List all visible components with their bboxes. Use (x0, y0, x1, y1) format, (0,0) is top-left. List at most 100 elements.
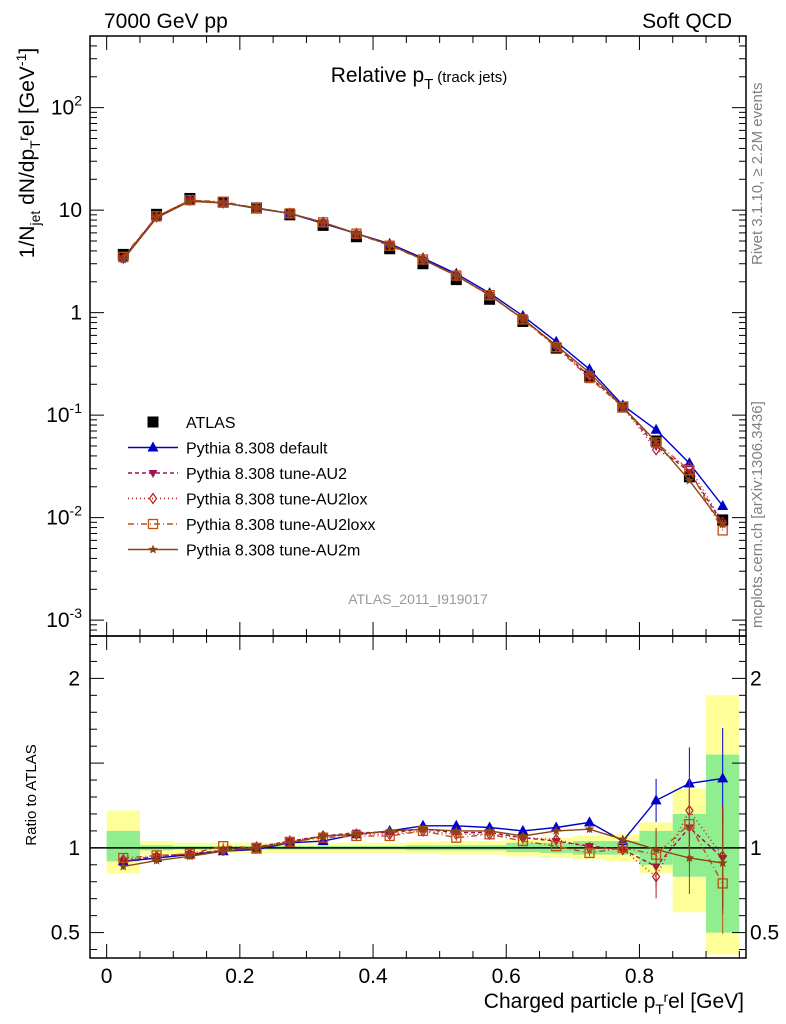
ratio-data-point (717, 858, 728, 868)
y-tick-label: 10-1 (46, 400, 82, 427)
y-tick-label: 10-2 (46, 503, 82, 530)
main-plot: 10-3 10-2 10-1 1 10 102 (46, 35, 747, 637)
ratio-y-tick-label-right: 0.5 (750, 922, 779, 945)
ratio-plot: 0.5 0.5 1 1 2 2 0 0.2 0.4 0.6 0.8 (51, 36, 779, 988)
ratio-data-point (551, 825, 561, 835)
x-tick-label: 0.2 (225, 965, 254, 988)
ratio-y-tick-label: 2 (68, 667, 80, 690)
ratio-data-point (218, 844, 228, 857)
legend-entry: Pythia 8.308 default (128, 441, 328, 458)
legend-marker (147, 518, 159, 530)
ratio-data-point (450, 819, 462, 830)
mcplots-label: mcplots.cern.ch [arXiv:1306.3436] (749, 401, 766, 628)
legend-entry: Pythia 8.308 tune-AU2 (128, 466, 347, 483)
legend-label: Pythia 8.308 tune-AU2m (186, 543, 360, 560)
svg-text:Charged particle pTrel [GeV]: Charged particle pTrel [GeV] (484, 989, 744, 1017)
reference-label: ATLAS_2011_I919017 (348, 591, 488, 607)
legend-marker (148, 544, 158, 554)
main-series-5 (118, 196, 728, 529)
legend-entry: Pythia 8.308 tune-AU2loxx (128, 517, 375, 534)
main-data-point (151, 212, 162, 222)
main-data-point (318, 217, 328, 227)
main-data-point (184, 195, 196, 206)
main-data-point (451, 270, 462, 280)
ratio-y-tick-label: 1 (68, 837, 80, 860)
ratio-data-point (583, 816, 595, 827)
main-data-point (551, 340, 561, 350)
main-data-point (384, 239, 395, 249)
ratio-data-point (318, 830, 328, 841)
legend-entry: ATLAS (147, 415, 236, 432)
ratio-data-point (384, 825, 395, 835)
ratio-data-point (551, 840, 562, 852)
ratio-data-point (218, 846, 228, 856)
svg-text:Relative pT (track jets): Relative pT (track jets) (331, 64, 507, 93)
main-data-point (650, 423, 662, 434)
svg-text:1/Njet dN/dpTrel [GeV-1]: 1/Njet dN/dpTrel [GeV-1] (13, 48, 43, 258)
ratio-plot-frame (89, 635, 747, 959)
main-data-point (618, 402, 628, 412)
main-title: Relative pT (track jets) (331, 64, 507, 93)
main-data-point (484, 290, 495, 300)
legend-label: Pythia 8.308 tune-AU2loxx (186, 517, 375, 534)
ratio-data-point (617, 842, 628, 853)
ratio-data-point (584, 847, 595, 859)
main-series-4 (118, 195, 728, 536)
x-ticks: 0 0.2 0.4 0.6 0.8 (101, 36, 740, 988)
main-series-1 (117, 194, 729, 510)
main-data-point (285, 208, 295, 218)
main-data-point (651, 443, 661, 456)
main-data-point (651, 436, 661, 446)
legend-label: Pythia 8.308 default (186, 441, 328, 458)
legend: ATLAS Pythia 8.308 default Pythia 8.308 tu… (128, 415, 375, 560)
x-tick-label: 0.4 (358, 965, 388, 988)
ratio-ylabel: Ratio to ATLAS (23, 744, 40, 845)
ratio-data-point (650, 794, 662, 805)
ratio-y-ticks: 0.5 0.5 1 1 2 2 (51, 643, 779, 951)
ratio-data-point (151, 855, 162, 865)
y-tick-label: 10-3 (46, 605, 82, 632)
main-data-point (684, 475, 695, 485)
ratio-data-point (418, 824, 428, 834)
main-data-point (351, 228, 362, 238)
legend-entry: Pythia 8.308 tune-AU2m (128, 543, 360, 560)
legend-label: ATLAS (186, 415, 236, 432)
ratio-data-point (717, 772, 729, 783)
x-tick-label: 0.8 (625, 965, 654, 988)
main-data-point (684, 465, 695, 476)
main-data-point (251, 202, 262, 213)
ratio-data-point (518, 830, 528, 841)
ratio-data-point (484, 825, 495, 835)
ratio-data-point (118, 861, 129, 871)
main-data-point (584, 367, 595, 377)
main-y-ticks: 10-3 10-2 10-1 1 10 102 (46, 35, 746, 637)
ratio-series-4 (118, 812, 728, 914)
ratio-data-point (517, 824, 529, 835)
ratio-data-point (584, 824, 595, 834)
ratio-data-point (451, 825, 462, 835)
main-data-point (218, 198, 228, 208)
main-ylabel: 1/Njet dN/dpTrel [GeV-1] (13, 48, 43, 258)
ratio-data-point (651, 870, 661, 883)
legend-marker (148, 470, 158, 478)
ratio-data-point (618, 834, 628, 844)
ratio-data-point (651, 844, 661, 854)
header-right: Soft QCD (642, 10, 732, 33)
header-left: 7000 GeV pp (104, 10, 228, 33)
main-series-line (122, 199, 724, 507)
legend-label: Pythia 8.308 tune-AU2 (186, 466, 347, 483)
x-tick-label: 0.6 (492, 965, 521, 988)
legend-label: Pythia 8.308 tune-AU2lox (186, 492, 367, 509)
ratio-data-point (251, 842, 262, 852)
main-data-point (118, 254, 129, 264)
ratio-y-tick-label-right: 2 (750, 667, 762, 690)
ratio-data-point (285, 837, 295, 847)
ratio-data-point (684, 853, 695, 863)
ratio-y-tick-label: 0.5 (51, 922, 80, 945)
x-tick-label: 0 (101, 965, 113, 988)
legend-marker (148, 492, 158, 505)
ratio-data-point (185, 851, 195, 861)
legend-entry: Pythia 8.308 tune-AU2lox (128, 492, 367, 509)
main-data-point (185, 196, 195, 206)
